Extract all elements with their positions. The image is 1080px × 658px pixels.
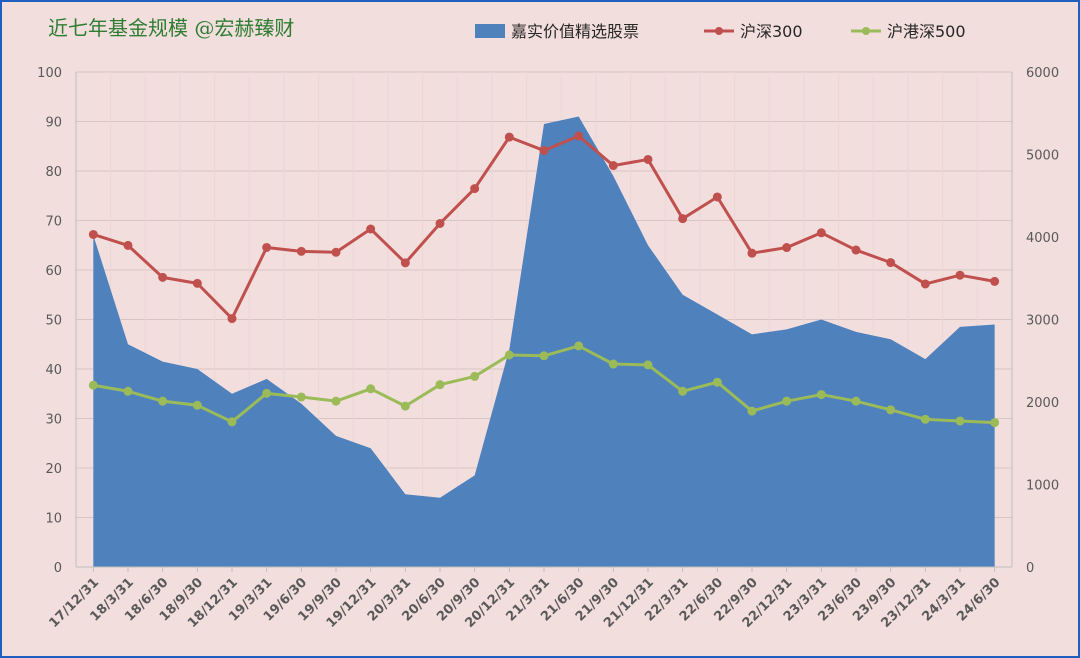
series-line-hs300-point: [851, 245, 861, 255]
series-line-hs300-point: [678, 214, 688, 224]
series-line-hgs500-point: [331, 396, 341, 406]
series-line-hs300-point: [782, 243, 792, 253]
series-line-hs300-point: [366, 224, 376, 234]
series-line-hgs500-point: [227, 417, 237, 427]
y-left-tick-label: 70: [45, 215, 62, 230]
series-line-hs300-point: [400, 258, 410, 268]
series-line-hgs500-point: [712, 377, 722, 387]
series-line-hs300-point: [712, 192, 722, 202]
y-left-tick-label: 60: [45, 264, 62, 279]
series-line-hgs500-point: [262, 388, 272, 398]
series-line-hgs500-point: [123, 386, 133, 396]
series-line-hs300-point: [539, 146, 549, 156]
legend-label: 嘉实价值精选股票: [511, 22, 639, 41]
series-line-hgs500-point: [747, 406, 757, 416]
series-line-hgs500-point: [158, 396, 168, 406]
y-right-tick-label: 0: [1026, 561, 1034, 576]
legend-swatch-area: [475, 24, 505, 38]
series-line-hs300-point: [747, 248, 757, 258]
series-line-hgs500-point: [955, 416, 965, 426]
series-line-hgs500-point: [816, 390, 826, 400]
series-line-hgs500-point: [886, 405, 896, 415]
series-line-hs300-point: [470, 184, 480, 194]
series-line-hgs500-point: [782, 396, 792, 406]
series-line-hgs500-point: [366, 384, 376, 394]
y-right-tick-label: 2000: [1026, 396, 1059, 411]
series-line-hgs500-point: [608, 359, 618, 369]
y-right-tick-label: 1000: [1026, 479, 1059, 494]
series-line-hs300-point: [990, 276, 1000, 286]
legend-swatch-marker: [715, 27, 723, 35]
series-line-hgs500-point: [920, 414, 930, 424]
series-line-hs300-point: [192, 278, 202, 288]
series-line-hs300-point: [227, 314, 237, 324]
series-line-hs300-point: [816, 228, 826, 238]
series-line-hs300-point: [262, 242, 272, 252]
y-right-tick-label: 4000: [1026, 231, 1059, 246]
lines-layer: [88, 131, 1000, 428]
series-line-hgs500-point: [851, 396, 861, 406]
series-line-hs300-point: [331, 247, 341, 257]
y-left-tick-label: 10: [45, 512, 62, 527]
series-line-hs300-point: [123, 240, 133, 250]
series-line-hgs500-point: [192, 400, 202, 410]
series-line-hgs500-point: [990, 418, 1000, 428]
series-line-hgs500-point: [504, 350, 514, 360]
legend-swatch-marker: [862, 27, 870, 35]
y-left-tick-label: 40: [45, 363, 62, 378]
series-line-hgs500-point: [539, 351, 549, 361]
series-line-hs300-point: [955, 270, 965, 280]
series-line-hs300-point: [920, 279, 930, 289]
series-line-hs300-point: [296, 246, 306, 256]
y-left-tick-label: 50: [45, 314, 62, 329]
y-left-tick-label: 0: [54, 561, 62, 576]
y-right-tick-label: 6000: [1026, 66, 1059, 81]
legend-label: 沪深300: [740, 22, 803, 41]
y-right-tick-label: 5000: [1026, 149, 1059, 164]
series-line-hgs500-point: [678, 386, 688, 396]
series-line-hgs500-point: [643, 360, 653, 370]
y-left-tick-label: 90: [45, 116, 62, 131]
y-left-tick-label: 20: [45, 462, 62, 477]
series-line-hs300-point: [643, 154, 653, 164]
series-line-hgs500-point: [88, 380, 98, 390]
y-right-tick-label: 3000: [1026, 314, 1059, 329]
series-line-hs300-point: [574, 131, 584, 141]
series-line-hs300-point: [504, 132, 514, 142]
x-tick-label: 17/12/31: [46, 575, 102, 631]
series-line-hs300-point: [88, 229, 98, 239]
y-left-tick-label: 30: [45, 413, 62, 428]
legend: 嘉实价值精选股票 沪深300 沪港深500: [475, 22, 966, 41]
series-line-hs300-point: [158, 272, 168, 282]
chart-title: 近七年基金规模 @宏赫臻财: [48, 16, 294, 40]
legend-label: 沪港深500: [887, 22, 966, 41]
series-area-jiashi: [93, 116, 995, 568]
series-line-hgs500-point: [574, 341, 584, 351]
series-line-hgs500-point: [470, 371, 480, 381]
series-line-hgs500-point: [296, 392, 306, 402]
series-line-hgs500-point: [400, 401, 410, 411]
y-left-tick-label: 80: [45, 165, 62, 180]
series-line-hs300-point: [608, 161, 618, 171]
series-line-hgs500-point: [435, 380, 445, 390]
area-layer: [93, 116, 995, 568]
y-left-tick-label: 100: [37, 66, 62, 81]
series-line-hs300-point: [435, 218, 445, 228]
series-line-hs300-point: [886, 258, 896, 268]
